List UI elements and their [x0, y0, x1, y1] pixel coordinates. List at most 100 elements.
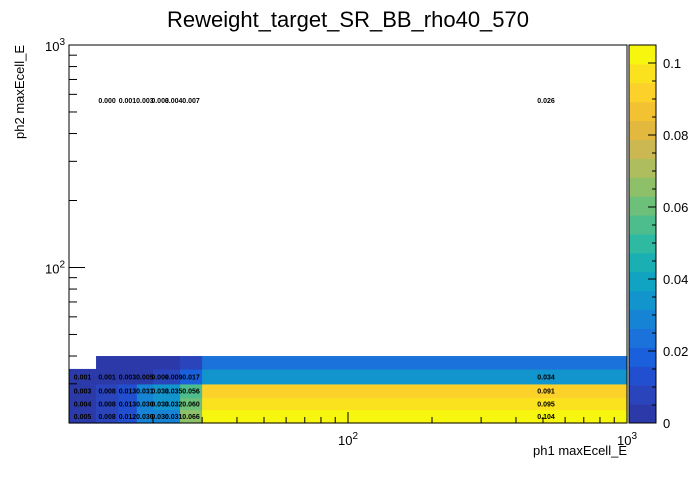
colorbar-tick-label: 0.06	[663, 200, 688, 215]
colorbar-swatch	[629, 158, 656, 178]
heatmap-cell	[236, 397, 628, 411]
colorbar-frame	[628, 44, 657, 424]
cell-value-label: 0.009	[151, 374, 169, 381]
heatmap-cell	[152, 383, 168, 399]
cell-value-label: 0.030	[136, 414, 154, 421]
cell-value-label: 0.033	[151, 389, 169, 396]
colorbar-swatch	[629, 139, 656, 159]
heatmap-cell	[118, 397, 138, 411]
colorbar-swatch	[629, 177, 656, 197]
heatmap-cell	[167, 368, 181, 385]
cell-value-label: 0.004	[74, 402, 92, 409]
heatmap-cell	[118, 368, 138, 385]
cell-value-label: 0.066	[182, 414, 200, 421]
colorbar-swatch	[629, 385, 656, 405]
colorbar-swatch	[629, 290, 656, 311]
colorbar-tick-label: 0	[663, 416, 670, 431]
cell-value-label: 0.008	[98, 414, 116, 421]
colorbar-swatch	[629, 347, 656, 367]
heatmap-cell	[152, 356, 168, 370]
cell-value-label: 0.000	[98, 98, 116, 105]
colorbar-swatch	[629, 234, 656, 254]
cell-value-label: 0.013	[119, 389, 137, 396]
cell-value-label: 0.091	[537, 389, 555, 396]
heatmap-cell	[96, 383, 119, 399]
cell-value-label: 0.095	[537, 402, 555, 409]
heatmap-cell	[96, 368, 119, 385]
heatmap-cell	[236, 383, 628, 399]
heatmap-cell	[167, 383, 181, 399]
colorbar-swatch	[629, 120, 656, 140]
x-tick-label: 102	[338, 431, 358, 448]
cell-value-label: 0.056	[182, 389, 200, 396]
heatmap-cell	[136, 383, 154, 399]
cell-value-label: 0.060	[182, 402, 200, 409]
colorbar-swatch	[629, 215, 656, 235]
cell-value-label: 0.003	[119, 374, 137, 381]
heatmap-cell	[236, 356, 628, 370]
cell-value-label: 0.001	[119, 98, 137, 105]
heatmap-cell	[96, 397, 119, 411]
colorbar-swatch	[629, 366, 656, 386]
colorbar-swatch	[629, 82, 656, 103]
heatmap-cell	[69, 368, 97, 385]
heatmap-cell	[202, 383, 238, 399]
heatmap-cells	[69, 356, 628, 424]
heatmap-cell	[180, 356, 203, 370]
colorbar-swatch	[629, 328, 656, 348]
heatmap-cell	[167, 409, 181, 424]
heatmap-cell	[152, 397, 168, 411]
heatmap-cell	[167, 356, 181, 370]
heatmap-cell	[180, 409, 203, 424]
colorbar-tick-label: 0.04	[663, 272, 688, 287]
colorbar-swatch	[629, 309, 656, 329]
heatmap-cell	[152, 409, 168, 424]
heatmap-cell	[69, 383, 97, 399]
colorbar-tick-label: 0.02	[663, 344, 688, 359]
heatmap-cell	[136, 368, 154, 385]
colorbar-tick-label: 0.1	[663, 56, 681, 71]
cell-value-label: 0.104	[537, 414, 555, 421]
colorbar: 0 0.02 0.04 0.06 0.08 0.1	[628, 44, 688, 431]
cell-value-label: 0.032	[165, 402, 183, 409]
cell-value-label: 0.013	[119, 402, 137, 409]
colorbar-swatch	[629, 196, 656, 216]
cell-value-label: 0.008	[98, 402, 116, 409]
colorbar-swatch	[629, 252, 656, 273]
cell-value-label: 0.012	[119, 414, 137, 421]
heatmap-cell	[96, 356, 119, 370]
cell-value-label: 0.009	[165, 374, 183, 381]
heatmap-cell	[69, 409, 97, 424]
x-tick-label: 103	[617, 431, 637, 448]
heatmap-cell	[180, 397, 203, 411]
colorbar-swatch	[629, 101, 656, 122]
heatmap-cell	[136, 409, 154, 424]
colorbar-swatch	[629, 271, 656, 292]
heatmap-cell	[180, 368, 203, 385]
heatmap-cell	[202, 397, 238, 411]
cell-value-label: 0.031	[165, 414, 183, 421]
cell-value-label: 0.030	[136, 402, 154, 409]
heatmap-cell	[167, 397, 181, 411]
cell-value-label: 0.001	[74, 374, 92, 381]
colorbar-tick-label: 0.08	[663, 128, 688, 143]
cell-value-label: 0.030	[151, 414, 169, 421]
cell-value-label: 0.026	[537, 98, 555, 105]
heatmap-cell	[96, 409, 119, 424]
heatmap-cell	[202, 368, 238, 385]
colorbar-swatch	[629, 45, 656, 65]
colorbar-swatch	[629, 63, 656, 84]
heatmap-cell	[118, 356, 138, 370]
chart-title: Reweight_target_SR_BB_rho40_570	[167, 7, 529, 32]
axes: 102 103 102 103	[45, 37, 637, 448]
heatmap-cell	[236, 409, 628, 424]
heatmap-cell	[202, 356, 238, 370]
y-axis-label: ph2 maxEcell_E	[12, 45, 27, 139]
cell-value-label: 0.003	[74, 389, 92, 396]
heatmap-cell	[180, 383, 203, 399]
cell-value-label: 0.003	[151, 98, 169, 105]
heatmap-cell	[69, 397, 97, 411]
cell-value-label: 0.005	[74, 414, 92, 421]
